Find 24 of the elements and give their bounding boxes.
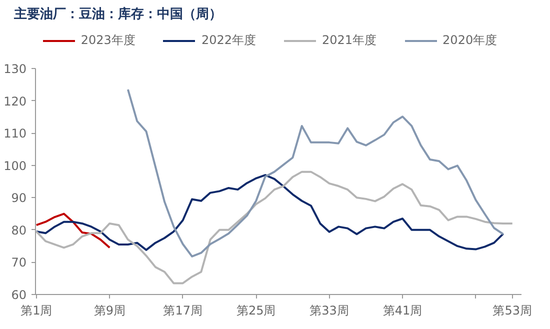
line-series <box>126 88 504 258</box>
x-tick-label: 第9周 <box>94 304 126 318</box>
legend-label: 2023年度 <box>80 32 136 49</box>
y-tick-label: 70 <box>11 256 27 270</box>
x-tick-label: 第33周 <box>310 304 349 318</box>
x-tick-label: 第53周 <box>492 304 532 318</box>
y-tick-label: 120 <box>4 94 26 108</box>
x-tick-label: 第17周 <box>163 304 202 318</box>
x-tick-label: 第1周 <box>20 304 52 318</box>
line-series <box>36 170 514 284</box>
y-tick-label: 80 <box>11 223 27 238</box>
y-tick-label: 110 <box>4 126 26 141</box>
line-series <box>36 212 111 249</box>
x-tick-label: 第25周 <box>236 304 276 318</box>
y-tick-label: 130 <box>4 62 26 76</box>
line-series <box>36 174 504 251</box>
chart-title: 主要油厂：豆油：库存：中国（周） <box>14 6 222 24</box>
legend-label: 2021年度 <box>321 32 377 49</box>
y-tick-label: 100 <box>4 158 26 173</box>
y-tick-label: 90 <box>11 191 27 206</box>
legend-label: 2022年度 <box>200 32 256 49</box>
y-tick-label: 60 <box>11 288 27 302</box>
x-tick-label: 第41周 <box>382 304 422 318</box>
legend-label: 2020年度 <box>442 32 498 49</box>
